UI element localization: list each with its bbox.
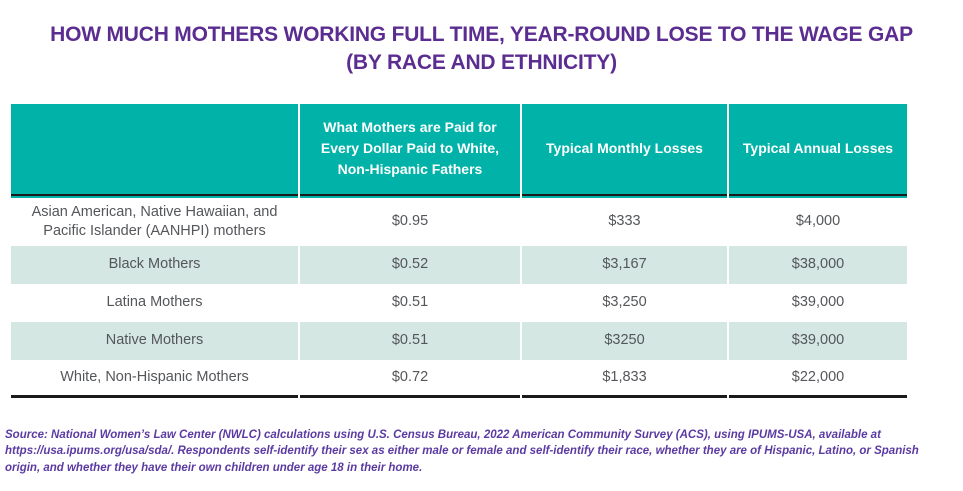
table-row: Native Mothers $0.51 $3250 $39,000: [11, 321, 907, 360]
table-header-row: What Mothers are Paid for Every Dollar P…: [11, 103, 907, 196]
table-row: White, Non-Hispanic Mothers $0.72 $1,833…: [11, 360, 907, 398]
table-row: Black Mothers $0.52 $3,167 $38,000: [11, 245, 907, 284]
race-cell: Native Mothers: [11, 321, 298, 360]
paid-cell: $0.72: [300, 360, 520, 398]
wage-gap-table: What Mothers are Paid for Every Dollar P…: [9, 103, 909, 398]
paid-cell: $0.51: [300, 321, 520, 360]
header-cell-annual: Typical Annual Losses: [729, 103, 907, 196]
header-cell-group: [11, 103, 298, 196]
race-cell: Latina Mothers: [106, 294, 203, 311]
source-note: Source: National Women’s Law Center (NWL…: [5, 428, 919, 474]
header-cell-monthly: Typical Monthly Losses: [522, 103, 727, 196]
annual-cell: $39,000: [791, 294, 845, 311]
monthly-cell: $3250: [522, 321, 727, 360]
table-body: Asian American, Native Hawaiian, and Pac…: [11, 195, 907, 398]
monthly-cell: $3,250: [602, 294, 647, 311]
annual-cell: $22,000: [729, 360, 907, 398]
monthly-cell: $1,833: [522, 360, 727, 398]
page-title-line2: (BY RACE AND ETHNICITY): [346, 50, 617, 74]
annual-cell: $38,000: [729, 245, 907, 284]
monthly-cell: $3,167: [522, 245, 727, 284]
race-cell: Asian American, Native Hawaiian, and Pac…: [11, 195, 298, 246]
infographic-page: HOW MUCH MOTHERS WORKING FULL TIME, YEAR…: [0, 21, 963, 491]
race-cell: White, Non-Hispanic Mothers: [11, 360, 298, 398]
paid-cell: $0.51: [391, 294, 429, 311]
annual-cell: $39,000: [729, 321, 907, 360]
table-header: What Mothers are Paid for Every Dollar P…: [11, 103, 907, 196]
paid-cell: $0.52: [300, 245, 520, 284]
page-title: HOW MUCH MOTHERS WORKING FULL TIME, YEAR…: [0, 21, 963, 77]
monthly-cell: $333: [522, 195, 727, 246]
page-title-line1: HOW MUCH MOTHERS WORKING FULL TIME, YEAR…: [50, 23, 913, 46]
table-row: Asian American, Native Hawaiian, and Pac…: [11, 195, 907, 246]
annual-cell: $4,000: [729, 195, 907, 246]
race-cell: Black Mothers: [11, 245, 298, 284]
header-cell-paid: What Mothers are Paid for Every Dollar P…: [300, 103, 520, 196]
paid-cell: $0.95: [300, 195, 520, 246]
table-row: Latina Mothers $0.51 $3,250 $39,000: [11, 284, 907, 322]
